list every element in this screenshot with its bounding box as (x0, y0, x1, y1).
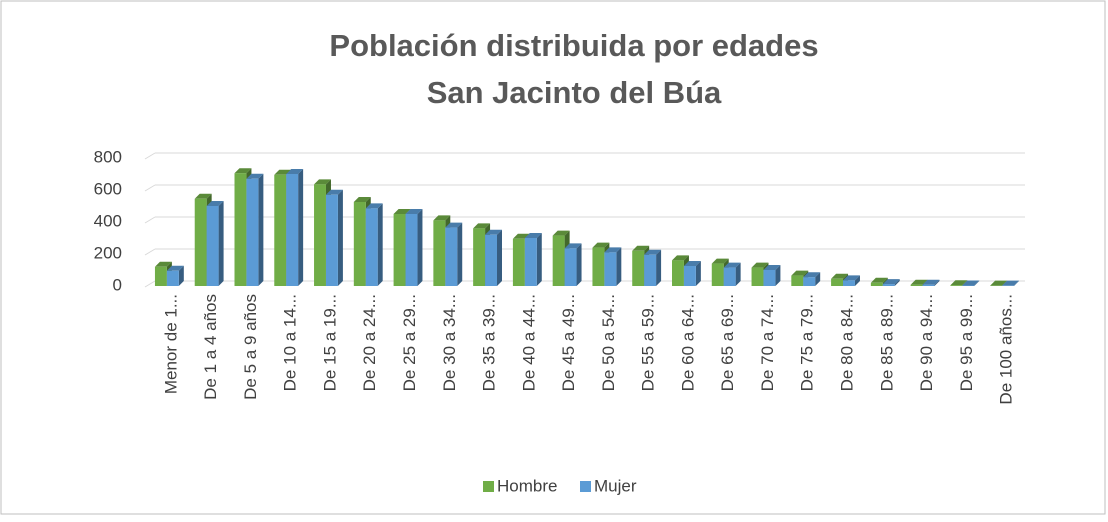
y-tick-label: 400 (94, 211, 122, 230)
x-tick-label: De 30 a 34... (440, 294, 459, 391)
bar (724, 268, 736, 286)
x-tick-label: Menor de 1... (161, 294, 180, 394)
bar-side (338, 190, 343, 286)
x-tick-label: De 40 a 44... (519, 294, 538, 391)
bar (803, 277, 815, 286)
bar (433, 220, 445, 286)
bar (246, 179, 258, 286)
bar (791, 276, 803, 286)
bar (565, 248, 577, 286)
y-tick-label: 0 (113, 275, 122, 294)
bar (207, 206, 219, 286)
bar (167, 271, 179, 286)
bar (326, 195, 338, 286)
bar-side (616, 247, 621, 286)
bar (644, 255, 656, 286)
bar (406, 214, 418, 286)
bar (911, 285, 923, 286)
x-tick-label: De 5 a 9 años (241, 294, 260, 400)
bar (831, 279, 843, 286)
bar-side (417, 209, 422, 286)
bar (632, 251, 644, 286)
x-tick-label: De 50 a 54... (599, 294, 618, 391)
y-tick-label: 800 (94, 147, 122, 166)
x-tick-label: De 55 a 59... (639, 294, 658, 391)
x-tick-label: De 60 a 64... (678, 294, 697, 391)
bar (473, 228, 485, 286)
bar-side (537, 233, 542, 286)
x-tick-label: De 75 a 79... (798, 294, 817, 391)
bar (752, 268, 764, 286)
bar (923, 285, 935, 286)
bar (195, 199, 207, 286)
bar (672, 260, 684, 286)
bar-side (378, 203, 383, 286)
bar-side (298, 169, 303, 286)
bar (274, 175, 286, 286)
x-tick-label: De 10 a 14... (281, 294, 300, 391)
bar-side (219, 201, 224, 286)
bar-side (656, 250, 661, 286)
bar-side (457, 223, 462, 286)
bar (684, 266, 696, 286)
chart-title: Población distribuida por edades (329, 28, 818, 63)
x-tick-label: De 80 a 84... (838, 294, 857, 391)
bar (235, 173, 247, 286)
bar (286, 174, 298, 286)
x-tick-label: De 95 a 99... (957, 294, 976, 391)
bar (485, 235, 497, 286)
bar (525, 238, 537, 286)
bar (592, 248, 604, 286)
bar (712, 264, 724, 286)
bar (445, 228, 457, 286)
legend-label: Hombre (497, 476, 557, 495)
bar (604, 252, 616, 286)
legend-swatch (483, 481, 494, 492)
x-tick-label: De 25 a 29... (400, 294, 419, 391)
x-tick-label: De 100 años... (997, 294, 1016, 405)
x-tick-label: De 90 a 94... (917, 294, 936, 391)
x-tick-label: De 65 a 69... (718, 294, 737, 391)
chart-subtitle: San Jacinto del Búa (427, 75, 722, 110)
bar (843, 280, 855, 286)
bar (155, 267, 167, 286)
bar (871, 283, 883, 286)
y-tick-label: 200 (94, 243, 122, 262)
x-tick-label: De 35 a 39... (480, 294, 499, 391)
bar (553, 236, 565, 286)
bar (763, 270, 775, 286)
x-tick-label: De 85 a 89... (877, 294, 896, 391)
bar-side (577, 243, 582, 286)
x-tick-label: De 70 a 74... (758, 294, 777, 391)
bar (950, 285, 962, 286)
legend-swatch (580, 481, 591, 492)
x-tick-label: De 20 a 24... (360, 294, 379, 391)
legend-label: Mujer (594, 476, 637, 495)
y-tick-label: 600 (94, 179, 122, 198)
bar (354, 202, 366, 286)
bar-side (497, 230, 502, 286)
bar-side (258, 174, 263, 286)
x-tick-label: De 15 a 19... (320, 294, 339, 391)
x-tick-label: De 1 a 4 años (201, 294, 220, 400)
bar (883, 284, 895, 286)
bar (366, 208, 378, 286)
bar (314, 184, 326, 286)
bar (513, 239, 525, 286)
x-tick-label: De 45 a 49... (559, 294, 578, 391)
bar (394, 214, 406, 286)
